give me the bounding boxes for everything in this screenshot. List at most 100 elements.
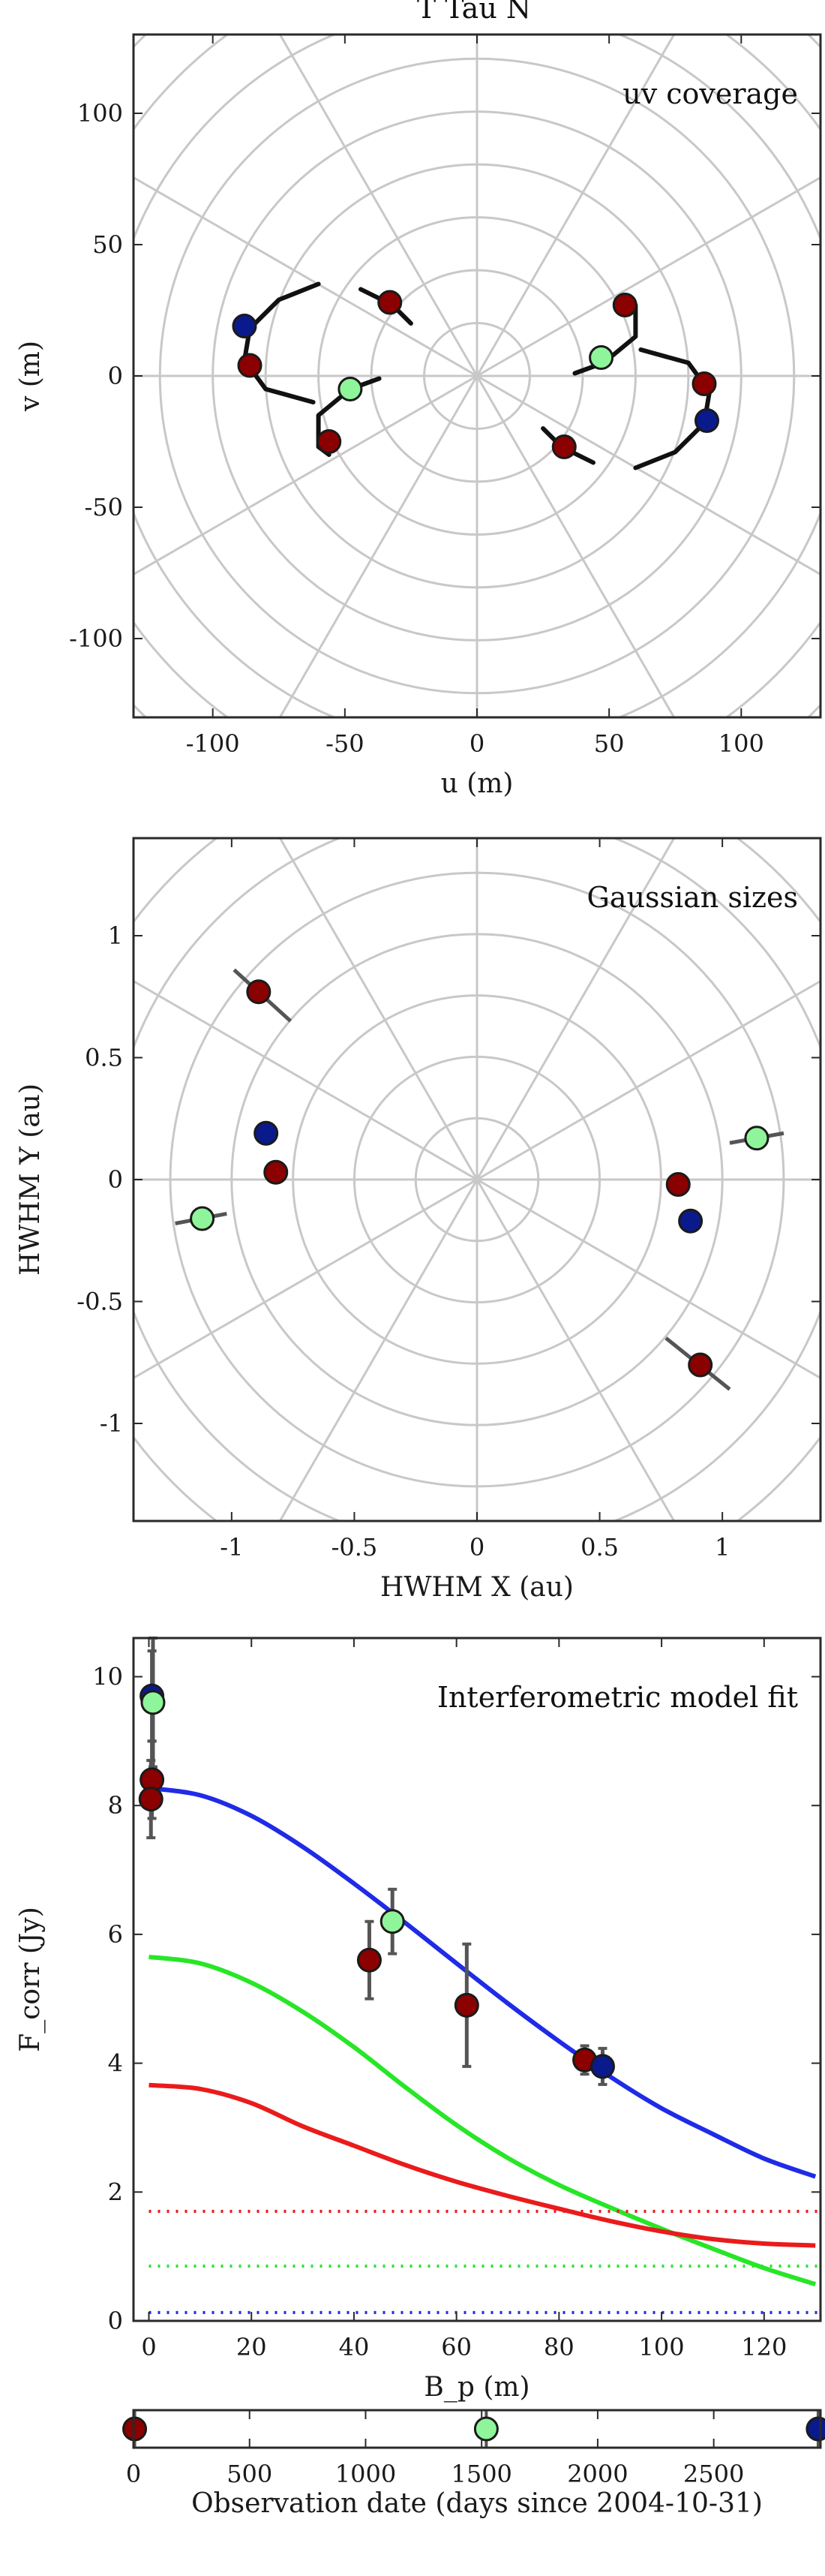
uv-coverage-panel: -100 -50 0 50 100 -100 -50 0 50 100 uv coverage u… [15,33,822,799]
gauss-y-axis-label: HWHM Y (au) [15,1084,46,1276]
model-fit-panel: 0 20 40 60 80 100 120 0 2 4 6 8 10 Interferometric m… [15,1637,822,2403]
y-tick-label: 0 [108,362,123,390]
flux-point [138,1787,164,1812]
y-tick-label: 0 [108,2307,123,2335]
x-tick-label: 100 [718,729,764,758]
uv-track [633,347,712,470]
size-point [688,1352,713,1378]
uv-point [237,353,262,378]
gauss-frame [132,837,822,1522]
date-point [806,2416,825,2442]
y-tick-label: -0.5 [76,1288,123,1316]
x-tick-label: 1 [715,1533,730,1562]
y-tick-label: 1 [108,921,123,950]
model-line-total [148,1786,817,2179]
gauss-points [175,968,784,1391]
uv-track [242,281,321,404]
y-tick-label: 100 [77,99,123,128]
x-tick-label: -50 [326,729,364,758]
y-tick-label: 4 [108,2049,123,2078]
y-tick-label: 6 [108,1920,123,1949]
x-tick-label: 500 [226,2460,272,2488]
uv-y-axis-label: v (m) [15,341,46,412]
uv-coverage-title: uv coverage [622,77,798,110]
size-point [190,1206,215,1231]
y-tick-label: 2 [108,2178,123,2206]
model-ticks: 0 20 40 60 80 100 120 0 2 4 6 8 10 [92,1638,820,2361]
uv-points [232,290,720,459]
x-tick-label: 0 [141,2333,156,2361]
flux-point [380,1909,405,1934]
y-tick-label: -1 [100,1409,123,1438]
date-point [473,2416,499,2442]
date-x-axis-label: Observation date (days since 2004-10-31) [191,2488,763,2519]
x-tick-label: 0 [126,2460,141,2488]
uv-frame [132,33,822,719]
model-line-compact [148,2082,816,2248]
size-point [744,1126,770,1151]
gauss-ticks: -1 -0.5 0 0.5 1 -1 -0.5 0 0.5 1 [76,838,820,1562]
uv-x-axis-label: u (m) [441,768,514,799]
uv-point [377,290,403,315]
size-point [263,1159,289,1185]
uv-point [589,345,614,370]
size-point [246,979,272,1005]
x-tick-label: 80 [544,2333,574,2361]
uv-point [338,377,363,401]
x-tick-label: 20 [236,2333,267,2361]
date-frame [132,2409,822,2449]
x-tick-label: 0.5 [580,1533,619,1562]
date-strip-panel: 0 500 1000 1500 2000 2500 Observation date (d… [122,2409,825,2519]
y-tick-label: 50 [92,230,123,259]
x-tick-label: 0 [470,729,484,758]
y-tick-label: 8 [108,1791,123,1820]
uv-point [232,314,257,338]
flux-point [454,1992,479,2018]
uv-point [694,408,720,433]
x-tick-label: 2500 [683,2460,744,2488]
model-frame [132,1637,822,2322]
date-point [122,2416,148,2442]
y-tick-label: 0 [108,1165,123,1194]
x-tick-label: 100 [639,2333,685,2361]
model-y-axis-label: F_corr (Jy) [15,1907,46,2052]
x-tick-label: -100 [186,729,240,758]
size-point [665,1172,691,1197]
flux-point [356,1947,382,1973]
x-tick-label: -0.5 [332,1533,378,1562]
flux-point [140,1690,166,1715]
y-tick-label: 0.5 [85,1044,123,1072]
polar-spoke [134,979,820,1380]
x-tick-label: -1 [220,1533,243,1562]
model-fit-title: Interferometric model fit [437,1681,798,1714]
date-ticks: 0 500 1000 1500 2000 2500 [126,2410,744,2488]
date-points [122,2410,825,2448]
x-tick-label: 0 [470,1533,484,1562]
y-tick-label: 10 [92,1663,123,1691]
model-points [138,1637,615,2086]
size-point [254,1120,279,1146]
x-tick-label: 40 [339,2333,370,2361]
uv-point [692,371,717,396]
x-tick-label: 60 [441,2333,472,2361]
flux-point [590,2054,615,2079]
x-tick-label: 120 [741,2333,787,2361]
x-tick-label: 50 [594,729,625,758]
uv-point [316,429,342,454]
x-tick-label: 2000 [567,2460,628,2488]
model-line-extended [148,1955,817,2286]
y-tick-label: -50 [84,493,123,522]
x-tick-label: 1500 [451,2460,512,2488]
uv-point [612,293,638,317]
gauss-x-axis-label: HWHM X (au) [380,1572,574,1603]
uv-point [551,434,577,459]
figure-title: T Tau N [417,0,531,25]
gaussian-sizes-title: Gaussian sizes [586,881,798,914]
uv-polar-grid [134,35,820,717]
polar-spoke [134,176,820,576]
uv-ticks: -100 -50 0 50 100 -100 -50 0 50 100 [69,35,820,758]
model-lines [148,1786,820,2314]
y-tick-label: -100 [69,624,123,653]
